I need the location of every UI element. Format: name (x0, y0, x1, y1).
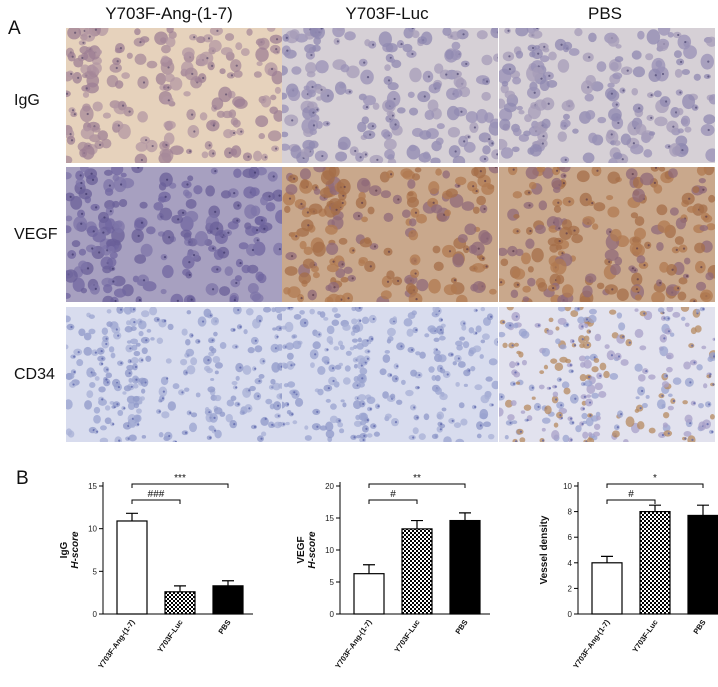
y-tick-label: 15 (88, 482, 97, 491)
significance-label: # (628, 489, 634, 500)
category-label: Y703F-Ang-(1-7) (96, 618, 137, 671)
vessel-density-bar-chart: Vessel density 0 2 4 6 8 10 Y703F-Ang-(1-7) Y703… (530, 470, 718, 682)
vegf-hscore-bar-chart: VEGFH-score 0 5 10 15 20 Y703F-Ang-(1-7) Y703F-… (292, 470, 492, 682)
y-tick-label: 10 (325, 546, 334, 555)
error-bar (697, 505, 709, 515)
category-label: Y703F-Luc (631, 618, 660, 654)
significance-bracket (132, 484, 228, 488)
category-label: Y703F-Ang-(1-7) (571, 618, 612, 671)
bar (450, 521, 480, 614)
column-header-luc: Y703F-Luc (282, 4, 492, 24)
bar (640, 512, 670, 614)
y-tick-label: 15 (325, 514, 334, 523)
y-axis-label: Vessel density (539, 515, 550, 584)
category-label: Y703F-Luc (393, 618, 422, 654)
y-tick-label: 0 (568, 610, 573, 619)
chart-svg: Vessel density 0 2 4 6 8 10 Y703F-Ang-(1-7) Y703… (530, 470, 718, 682)
error-bar (363, 565, 375, 574)
significance-label: *** (174, 473, 186, 484)
bar (688, 515, 718, 614)
significance-bracket (607, 500, 655, 504)
y-axis-label: IgGH-score (59, 531, 81, 569)
chart-svg: VEGFH-score 0 5 10 15 20 Y703F-Ang-(1-7) Y703F-… (292, 470, 492, 682)
error-bar (174, 586, 186, 592)
micrograph-cd34-2 (282, 307, 498, 442)
y-tick-label: 5 (330, 578, 335, 587)
column-header-ang: Y703F-Ang-(1-7) (64, 4, 274, 24)
error-bar (601, 556, 613, 562)
row-label-vegf: VEGF (14, 226, 58, 244)
y-tick-label: 4 (568, 559, 573, 568)
error-bar (459, 513, 471, 521)
y-axis-label: VEGFH-score (296, 531, 318, 569)
y-tick-label: 10 (88, 525, 97, 534)
y-tick-label: 2 (568, 584, 573, 593)
significance-label: * (653, 473, 657, 484)
row-label-cd34: CD34 (14, 366, 55, 384)
panel-b-letter: B (16, 468, 29, 490)
category-label: Y703F-Luc (156, 618, 185, 654)
bar (354, 574, 384, 614)
error-bar (411, 521, 423, 529)
micrograph-cd34-1 (66, 307, 282, 442)
micrograph-vegf-2 (282, 167, 498, 302)
bar (402, 529, 432, 614)
y-tick-label: 0 (330, 610, 335, 619)
y-tick-label: 8 (568, 508, 573, 517)
column-header-pbs: PBS (500, 4, 710, 24)
y-tick-label: 6 (568, 533, 573, 542)
category-label: Y703F-Ang-(1-7) (333, 618, 374, 671)
y-tick-label: 5 (93, 567, 98, 576)
row-label-igg: IgG (14, 92, 40, 110)
category-label: PBS (691, 618, 707, 636)
chart-svg: IgGH-score 0 5 10 15 Y703F-Ang-(1-7) Y703F-Luc… (55, 470, 255, 682)
category-label: PBS (216, 618, 232, 636)
y-tick-label: 20 (325, 482, 334, 491)
y-tick-label: 10 (563, 482, 572, 491)
bar (117, 521, 147, 614)
significance-bracket (607, 484, 703, 488)
error-bar (222, 581, 234, 586)
error-bar (649, 505, 661, 511)
panel-a-letter: A (8, 18, 21, 40)
error-bar (126, 513, 138, 521)
igg-hscore-bar-chart: IgGH-score 0 5 10 15 Y703F-Ang-(1-7) Y703F-Luc… (55, 470, 255, 682)
micrograph-igg-1 (66, 28, 282, 163)
micrograph-vegf-3 (499, 167, 715, 302)
significance-label: # (390, 489, 396, 500)
micrograph-igg-3 (499, 28, 715, 163)
micrograph-igg-2 (282, 28, 498, 163)
significance-bracket (369, 484, 465, 488)
micrograph-cd34-3 (499, 307, 715, 442)
significance-bracket (369, 500, 417, 504)
significance-label: ### (148, 489, 165, 500)
y-tick-label: 0 (93, 610, 98, 619)
significance-label: ** (413, 473, 421, 484)
bar (592, 563, 622, 614)
significance-bracket (132, 500, 180, 504)
micrograph-vegf-1 (66, 167, 282, 302)
bar (165, 592, 195, 614)
category-label: PBS (453, 618, 469, 636)
bar (213, 586, 243, 614)
